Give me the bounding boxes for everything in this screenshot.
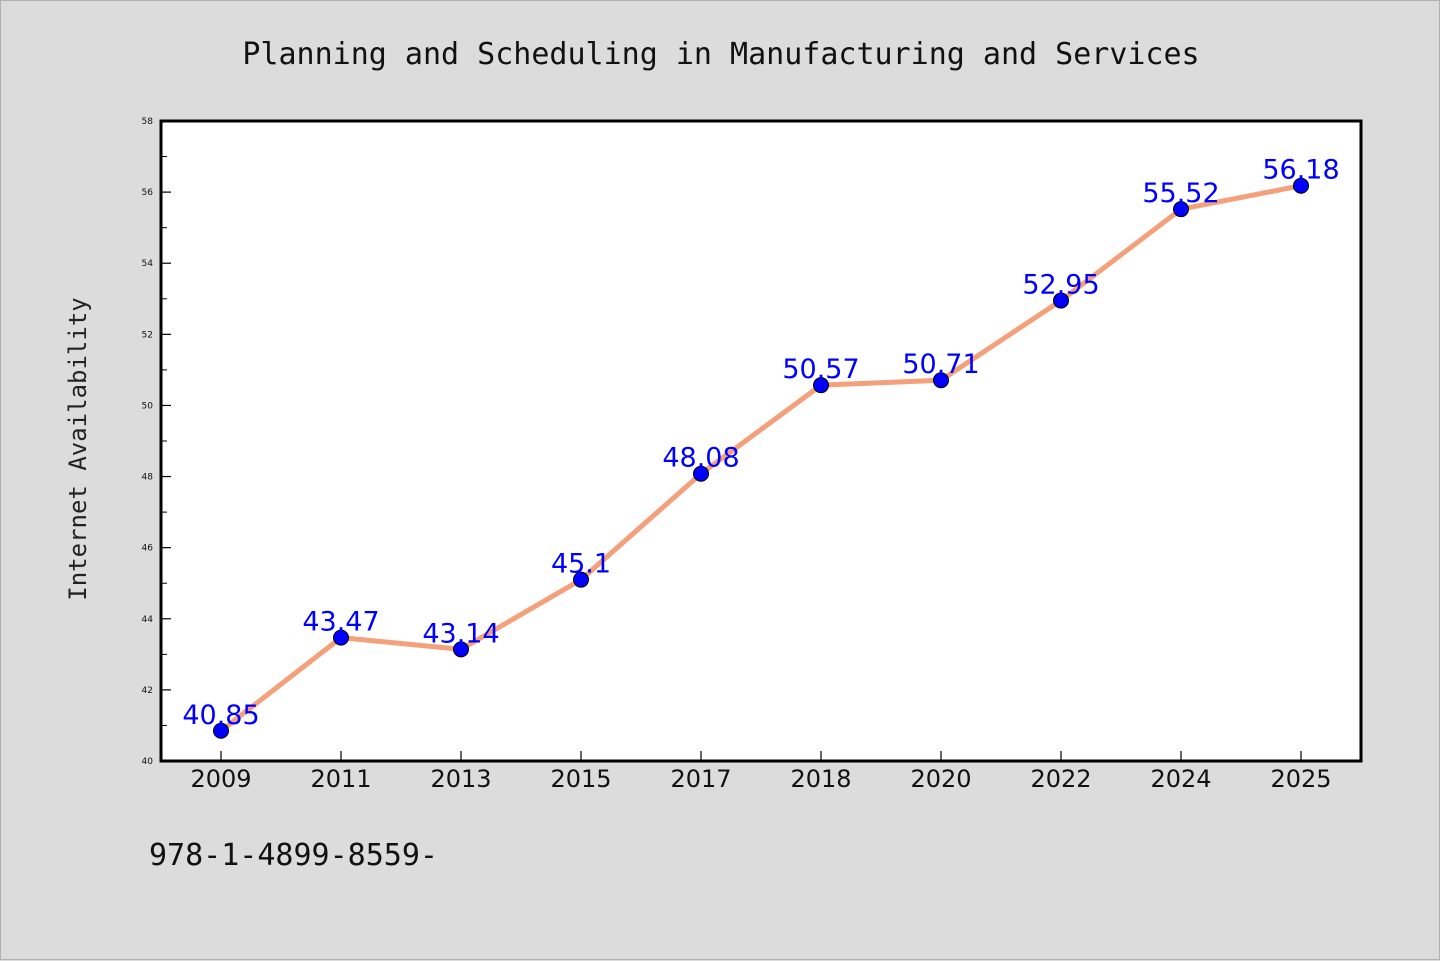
plot-area: [161, 121, 1361, 761]
data-label: 52.95: [1022, 270, 1099, 301]
data-label: 40.85: [182, 700, 259, 731]
data-point-marker: [693, 465, 709, 482]
data-label: 50.57: [782, 354, 859, 385]
y-tick-label: 54: [142, 259, 154, 269]
y-tick-label: 52: [142, 330, 153, 340]
data-point-marker: [933, 372, 949, 389]
x-tick-label: 2025: [1270, 765, 1331, 793]
y-tick-label: 46: [142, 544, 154, 554]
x-axis-ticks: 2009 2011 2013 2015 2017 2018 2020 2022 2024 2025: [190, 751, 1332, 793]
x-tick-label: 2011: [310, 765, 371, 793]
y-tick-label: 48: [142, 473, 154, 483]
series-group: 40.85 43.47 43.14 45.1 48.08 50.57 50.71 52.95 5…: [182, 155, 1340, 739]
x-tick-label: 2018: [790, 765, 851, 793]
x-tick-label: 2009: [190, 765, 251, 793]
y-tick-label: 44: [142, 615, 154, 625]
y-tick-label: 58: [142, 117, 154, 127]
data-point-marker: [333, 629, 349, 646]
data-point-marker: [813, 377, 829, 394]
data-label: 55.52: [1142, 178, 1219, 209]
chart-title: Planning and Scheduling in Manufacturing…: [242, 37, 1199, 72]
y-tick-label: 40: [142, 757, 154, 767]
x-tick-label: 2017: [670, 765, 731, 793]
x-tick-label: 2020: [910, 765, 971, 793]
data-point-marker: [1293, 177, 1309, 194]
data-label: 43.14: [422, 618, 499, 649]
series-line: [218, 183, 1304, 734]
x-tick-label: 2013: [430, 765, 491, 793]
y-tick-label: 42: [142, 686, 153, 696]
y-tick-label: 56: [142, 188, 154, 198]
data-label: 45.1: [551, 549, 611, 580]
data-label: 50.71: [902, 349, 979, 380]
plot-border: [159, 119, 1363, 763]
data-point-marker: [1053, 292, 1069, 309]
y-tick-label: 50: [142, 401, 154, 411]
data-point-marker: [213, 722, 229, 739]
y-axis-ticks: 40 42 44 46 48 50 52 54 56 58: [142, 117, 171, 767]
x-tick-label: 2022: [1030, 765, 1091, 793]
data-point-marker: [453, 641, 469, 658]
data-point-marker: [573, 571, 589, 588]
y-axis-label: Internet Availability: [64, 297, 92, 600]
data-point-marker: [1173, 201, 1189, 218]
data-label: 56.18: [1262, 155, 1339, 186]
x-tick-label: 2015: [550, 765, 611, 793]
footnote-text: 978-1-4899-8559-: [149, 838, 438, 873]
data-label: 48.08: [662, 443, 739, 474]
x-tick-label: 2024: [1150, 765, 1211, 793]
data-label: 43.47: [302, 607, 379, 638]
